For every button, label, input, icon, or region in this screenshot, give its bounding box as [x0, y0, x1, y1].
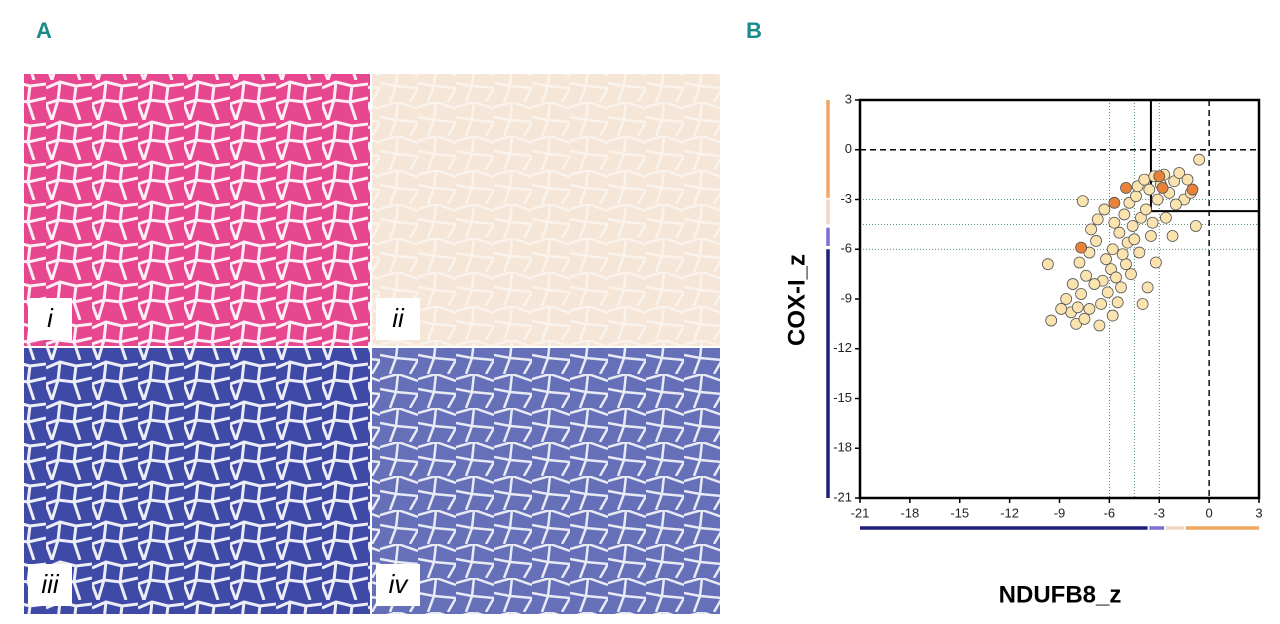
- x-tick-label: -6: [1104, 505, 1116, 520]
- image-label: i: [47, 303, 54, 333]
- micrographs: i ii iii iv: [24, 74, 720, 614]
- data-point: [1160, 211, 1172, 224]
- data-point: [1126, 220, 1139, 232]
- data-point: [1106, 309, 1119, 322]
- x-tick-label: 0: [1206, 505, 1213, 520]
- data-point: [1045, 314, 1058, 327]
- data-point: [1193, 153, 1206, 166]
- data-point: [1120, 181, 1132, 194]
- data-point: [1181, 173, 1194, 186]
- data-point: [1133, 246, 1146, 259]
- y-tick-label: -9: [840, 290, 852, 305]
- texture: [24, 74, 370, 346]
- data-point: [1076, 195, 1089, 208]
- data-point: [1100, 253, 1112, 266]
- data-point: [1085, 223, 1097, 236]
- data-point: [1156, 181, 1169, 194]
- y-tick-label: -15: [833, 390, 852, 405]
- data-point: [1073, 256, 1086, 269]
- texture: [372, 74, 720, 346]
- data-point: [1075, 241, 1088, 254]
- x-tick-label: -15: [950, 505, 969, 520]
- y-tick-label: -21: [833, 489, 852, 504]
- label-box: [28, 564, 72, 606]
- data-point: [1151, 193, 1164, 206]
- label-box: [28, 298, 72, 340]
- data-point: [1080, 269, 1092, 282]
- data-point: [1136, 298, 1149, 310]
- data-point: [1141, 281, 1154, 294]
- data-point: [1110, 271, 1122, 284]
- data-point: [1101, 286, 1114, 299]
- data-point: [1078, 312, 1091, 325]
- data-point: [1108, 196, 1121, 209]
- image-label: iv: [389, 569, 410, 599]
- data-point: [1090, 235, 1102, 247]
- data-point: [1169, 198, 1182, 211]
- data-point: [1146, 216, 1159, 229]
- scatter-plot: -21 -18 -15 -12 -9 -6 -3 0 3 -21 -18 -15 -12 -9 -6 -3 0 3: [826, 91, 1263, 530]
- data-point: [1189, 220, 1202, 232]
- texture: [372, 348, 720, 614]
- label-box: [376, 298, 420, 340]
- x-axis-label: NDUFB8_z: [999, 581, 1122, 608]
- data-point: [1128, 233, 1141, 246]
- image-label: iii: [41, 569, 60, 599]
- y-tick-label: -12: [833, 340, 852, 355]
- y-tick-label: -18: [833, 440, 852, 455]
- data-point: [1130, 190, 1142, 203]
- data-point: [1140, 203, 1152, 216]
- data-point: [1173, 167, 1186, 179]
- data-point: [1120, 258, 1132, 271]
- y-tick-label: 0: [845, 141, 852, 156]
- data-point: [1138, 173, 1151, 186]
- data-point: [1113, 226, 1126, 239]
- data-point: [1066, 278, 1079, 290]
- data-point: [1055, 303, 1068, 315]
- x-tick-label: -9: [1054, 505, 1066, 520]
- x-tick-label: -18: [900, 505, 919, 520]
- y-tick-label: -6: [840, 241, 852, 256]
- image-label: ii: [392, 303, 405, 333]
- data-point: [1115, 281, 1127, 294]
- data-point: [1106, 243, 1119, 256]
- data-point: [1186, 183, 1199, 196]
- data-point: [1118, 208, 1131, 221]
- data-point: [1095, 298, 1107, 310]
- data-point: [1083, 303, 1096, 315]
- data-point: [1088, 278, 1101, 290]
- data-point: [1125, 268, 1137, 281]
- panel-label: A: [36, 18, 52, 43]
- data-point: [1071, 301, 1084, 314]
- data-point: [1145, 230, 1157, 242]
- data-point: [1108, 216, 1121, 229]
- panel-label: B: [746, 18, 762, 43]
- data-point: [1093, 319, 1106, 332]
- data-point: [1091, 213, 1104, 226]
- data-point: [1098, 203, 1111, 216]
- x-tick-label: -21: [851, 505, 870, 520]
- data-point: [1041, 258, 1054, 271]
- x-tick-label: -12: [1000, 505, 1019, 520]
- data-point: [1060, 293, 1073, 305]
- x-tick-label: -3: [1153, 505, 1165, 520]
- data-point: [1116, 248, 1129, 261]
- data-point: [1143, 183, 1156, 196]
- label-box: [376, 564, 420, 606]
- y-axis-label: COX-I_z: [783, 254, 810, 346]
- data-point: [1111, 296, 1124, 309]
- y-tick-label: 3: [845, 91, 852, 106]
- x-tick-label: 3: [1255, 505, 1262, 520]
- data-point: [1150, 256, 1162, 269]
- texture: [24, 348, 370, 614]
- data-point: [1166, 230, 1179, 242]
- y-tick-label: -3: [840, 191, 852, 206]
- data-point: [1153, 170, 1166, 183]
- data-point: [1075, 288, 1088, 300]
